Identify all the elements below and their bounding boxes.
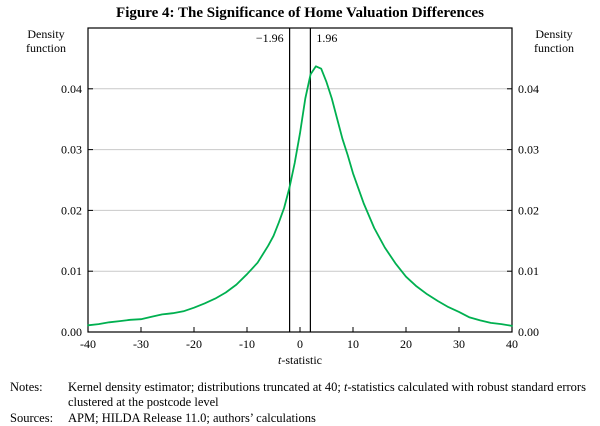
notes-label: Notes: <box>10 380 43 394</box>
y-tick-label-right: 0.04 <box>518 82 539 96</box>
x-axis-title: t-statistic <box>278 353 322 367</box>
x-tick-label: -10 <box>239 337 255 351</box>
x-tick-label: -40 <box>80 337 96 351</box>
x-tick-label: 40 <box>506 337 518 351</box>
density-plot: 0.00 0.00 0.01 0.01 0.02 0.02 0.03 0.03 0.04 0.04… <box>26 27 574 367</box>
x-tick-label: -20 <box>186 337 202 351</box>
x-tick-label: 20 <box>400 337 412 351</box>
notes-row: Notes: Kernel density estimator; distrib… <box>10 380 592 410</box>
y-tick-label-left: 0.04 <box>61 82 82 96</box>
figure-title: Figure 4: The Significance of Home Valua… <box>116 5 484 21</box>
sources-label: Sources: <box>10 411 54 425</box>
y-axis-title-right: Density function <box>534 27 574 55</box>
x-tick-label: 0 <box>297 337 303 351</box>
y-tick-label-left: 0.01 <box>61 264 82 278</box>
x-tick-label: -30 <box>133 337 149 351</box>
sources-text: APM; HILDA Release 11.0; authors’ calcul… <box>68 411 316 425</box>
y-tick-label-left: 0.03 <box>61 143 82 157</box>
figure-notes: Notes: Kernel density estimator; distrib… <box>0 378 600 426</box>
density-curve <box>87 65 513 327</box>
plot-frame <box>87 27 513 333</box>
y-tick-label-left: 0.02 <box>61 203 82 217</box>
notes-text-post: -statistics calculated with robust stand… <box>68 380 586 409</box>
y-tick-label-left: 0.00 <box>61 325 82 339</box>
critical-value-label: 1.96 <box>316 31 337 45</box>
notes-text-italic: t <box>343 380 348 394</box>
y-axis-title-left: Density function <box>26 27 66 55</box>
y-tick-label-right: 0.01 <box>518 264 539 278</box>
y-tick-label-right: 0.02 <box>518 203 539 217</box>
y-tick-label-right: 0.03 <box>518 143 539 157</box>
x-tick-label: 10 <box>347 337 359 351</box>
y-tick-label-right: 0.00 <box>518 325 539 339</box>
notes-text: Kernel density estimator; distributions … <box>68 380 592 410</box>
sources-row: Sources: APM; HILDA Release 11.0; author… <box>10 411 592 426</box>
critical-value-label: −1.96 <box>256 31 284 45</box>
x-tick-label: 30 <box>453 337 465 351</box>
notes-text-pre: Kernel density estimator; distributions … <box>68 380 344 394</box>
